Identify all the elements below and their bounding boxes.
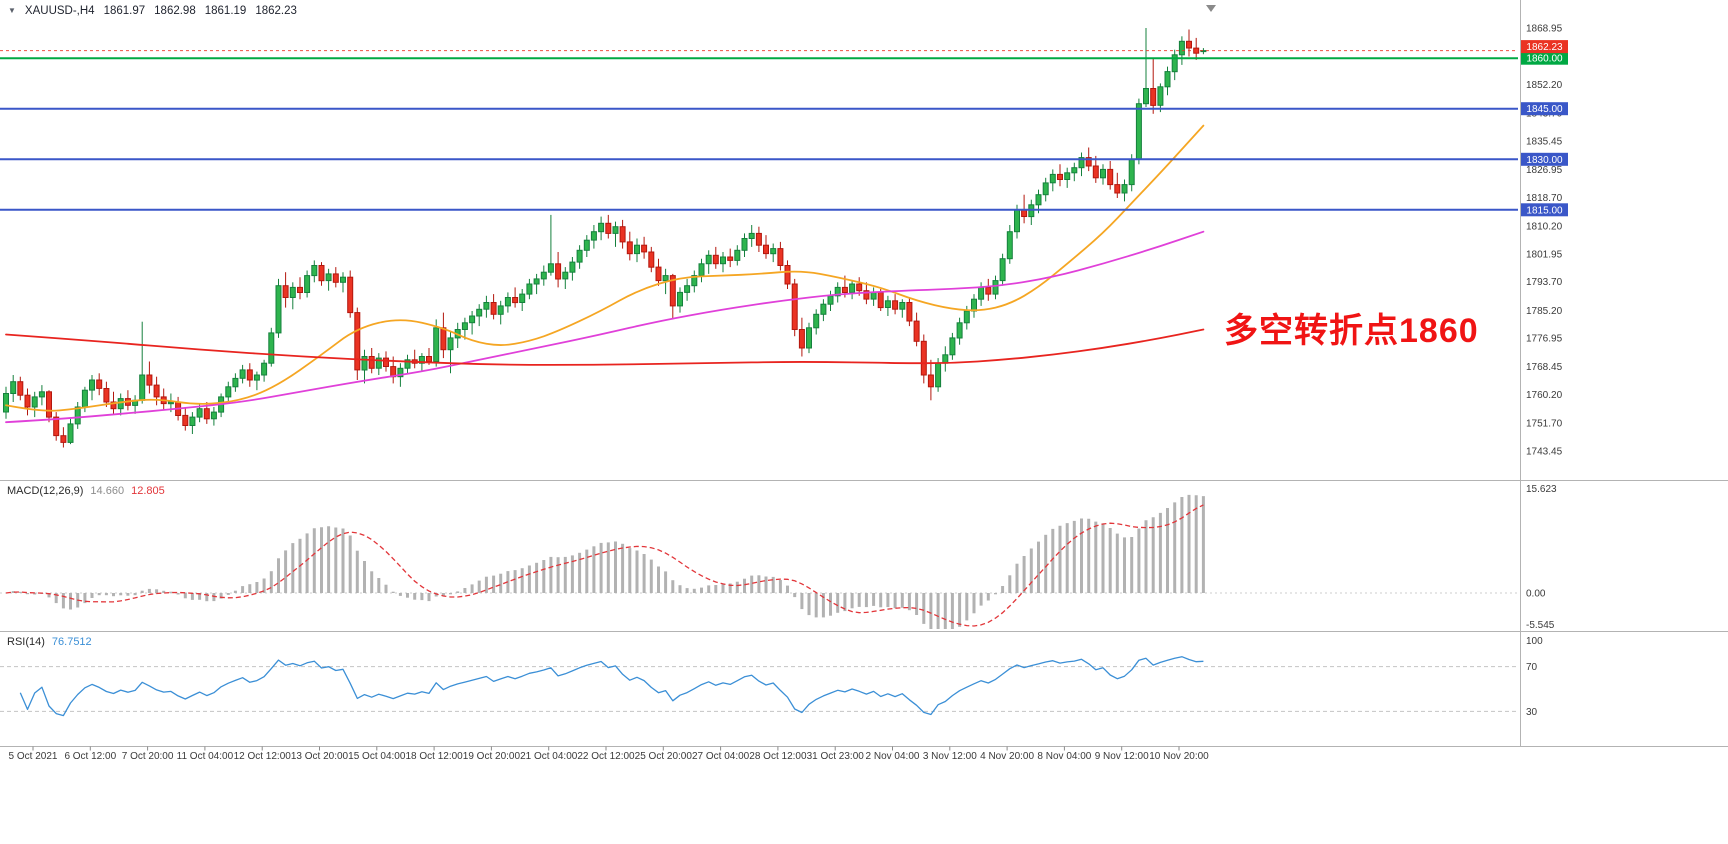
ohlc-open-value: 1861.97 <box>103 5 146 17</box>
ohlc-low-value: 1861.19 <box>204 5 247 17</box>
svg-text:1768.45: 1768.45 <box>1526 362 1563 373</box>
rsi-indicator-label: RSI(14) 76.7512 <box>7 636 92 648</box>
svg-text:-5.545: -5.545 <box>1526 620 1555 631</box>
svg-text:1776.95: 1776.95 <box>1526 334 1563 345</box>
svg-text:11 Oct 04:00: 11 Oct 04:00 <box>177 751 234 762</box>
svg-text:27 Oct 04:00: 27 Oct 04:00 <box>692 751 750 762</box>
svg-text:1860.00: 1860.00 <box>1526 54 1563 65</box>
svg-text:1826.95: 1826.95 <box>1526 165 1563 176</box>
ma-mid-magenta <box>5 230 1205 424</box>
price-badge: 1860.00 <box>1521 51 1568 65</box>
svg-text:1801.95: 1801.95 <box>1526 249 1563 260</box>
svg-text:7 Oct 20:00: 7 Oct 20:00 <box>122 751 174 762</box>
moving-averages <box>5 124 1205 424</box>
candles <box>3 28 1207 448</box>
svg-text:22 Oct 12:00: 22 Oct 12:00 <box>577 751 635 762</box>
svg-text:1845.00: 1845.00 <box>1526 104 1563 115</box>
price-badge: 1845.00 <box>1521 102 1568 116</box>
svg-text:21 Oct 04:00: 21 Oct 04:00 <box>520 751 578 762</box>
axes: 1868.951852.201843.701835.451826.951818.… <box>0 0 1728 762</box>
svg-text:28 Oct 12:00: 28 Oct 12:00 <box>749 751 807 762</box>
svg-text:1793.70: 1793.70 <box>1526 277 1563 288</box>
chart-shift-icon <box>1206 5 1216 12</box>
svg-text:12 Oct 12:00: 12 Oct 12:00 <box>234 751 292 762</box>
macd-panel <box>0 494 1518 629</box>
svg-text:1785.20: 1785.20 <box>1526 306 1563 317</box>
svg-text:0.00: 0.00 <box>1526 589 1546 600</box>
svg-text:1835.45: 1835.45 <box>1526 136 1563 147</box>
macd-main-value: 14.660 <box>90 485 125 497</box>
ohlc-high-value: 1862.98 <box>154 5 196 17</box>
price-badge: 1830.00 <box>1521 152 1568 166</box>
price-badge: 1862.23 <box>1521 40 1568 54</box>
svg-text:1830.00: 1830.00 <box>1526 155 1563 166</box>
ma-fast-orange <box>5 124 1205 412</box>
svg-text:25 Oct 20:00: 25 Oct 20:00 <box>635 751 693 762</box>
symbol-dropdown-icon[interactable]: ▼ <box>8 6 16 15</box>
svg-text:1743.45: 1743.45 <box>1526 447 1563 458</box>
svg-text:3 Nov 12:00: 3 Nov 12:00 <box>923 751 977 762</box>
svg-text:1760.20: 1760.20 <box>1526 390 1563 401</box>
svg-text:13 Oct 20:00: 13 Oct 20:00 <box>291 751 349 762</box>
ma-slow-red <box>5 328 1205 366</box>
svg-text:8 Nov 04:00: 8 Nov 04:00 <box>1037 751 1091 762</box>
rsi-value: 76.7512 <box>51 636 92 648</box>
svg-text:5 Oct 2021: 5 Oct 2021 <box>9 751 58 762</box>
svg-text:1818.70: 1818.70 <box>1526 193 1563 204</box>
svg-text:1862.23: 1862.23 <box>1526 42 1563 53</box>
rsi-name: RSI(14) <box>7 636 45 648</box>
macd-indicator-label: MACD(12,26,9) 14.660 12.805 <box>7 485 165 497</box>
svg-text:4 Nov 20:00: 4 Nov 20:00 <box>980 751 1034 762</box>
svg-text:31 Oct 23:00: 31 Oct 23:00 <box>807 751 865 762</box>
symbol-period-label: XAUUSD-,H4 <box>24 5 95 17</box>
svg-text:100: 100 <box>1526 636 1543 647</box>
svg-text:9 Nov 12:00: 9 Nov 12:00 <box>1095 751 1149 762</box>
macd-name: MACD(12,26,9) <box>7 485 84 497</box>
svg-text:30: 30 <box>1526 707 1538 718</box>
svg-text:15 Oct 04:00: 15 Oct 04:00 <box>348 751 406 762</box>
svg-text:2 Nov 04:00: 2 Nov 04:00 <box>866 751 920 762</box>
svg-text:1751.70: 1751.70 <box>1526 419 1563 430</box>
macd-signal-value: 12.805 <box>131 485 165 497</box>
horizontal-lines <box>0 50 1518 211</box>
svg-text:1815.00: 1815.00 <box>1526 205 1563 216</box>
svg-text:10 Nov 20:00: 10 Nov 20:00 <box>1149 751 1209 762</box>
price-badge: 1815.00 <box>1521 203 1568 217</box>
svg-text:1810.20: 1810.20 <box>1526 222 1563 233</box>
svg-text:6 Oct 12:00: 6 Oct 12:00 <box>64 751 116 762</box>
svg-text:1868.95: 1868.95 <box>1526 24 1563 35</box>
svg-text:18 Oct 12:00: 18 Oct 12:00 <box>405 751 463 762</box>
svg-text:70: 70 <box>1526 662 1538 673</box>
svg-text:15.623: 15.623 <box>1526 484 1557 495</box>
rsi-panel <box>0 656 1518 717</box>
svg-text:1852.20: 1852.20 <box>1526 80 1563 91</box>
annotation-text: 多空转折点1860 <box>1224 312 1479 350</box>
symbol-info-bar: ▼ XAUUSD-,H4 1861.97 1862.98 1861.19 186… <box>8 5 297 17</box>
ohlc-close-value: 1862.23 <box>255 5 297 17</box>
svg-text:19 Oct 20:00: 19 Oct 20:00 <box>463 751 521 762</box>
